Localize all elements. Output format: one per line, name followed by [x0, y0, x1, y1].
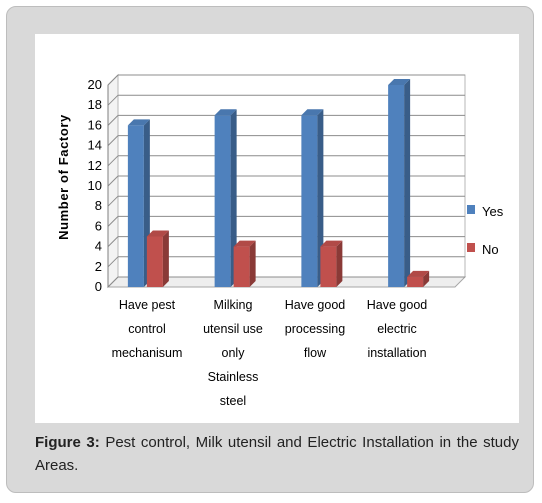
- x-category-label: Have good processing flow: [285, 298, 346, 360]
- x-category-label: Milking utensil use only Stainless steel: [203, 298, 263, 408]
- gridline-side: [107, 155, 119, 167]
- bar-top: [146, 230, 169, 237]
- bar-top: [320, 240, 343, 247]
- bar-front: [320, 246, 337, 287]
- gridline-side: [107, 115, 119, 126]
- legend-label-yes: Yes: [482, 204, 504, 219]
- bar-yes-4: [388, 79, 411, 287]
- bars: [127, 79, 430, 288]
- gridline-side: [107, 236, 119, 247]
- x-category-line: electric: [377, 322, 417, 336]
- bar-top: [127, 119, 150, 126]
- y-tick-label: 2: [95, 259, 102, 274]
- bar-no-2: [233, 240, 256, 287]
- figure-caption: Figure 3: Pest control, Milk utensil and…: [35, 431, 519, 477]
- y-tick-label: 16: [88, 117, 102, 132]
- bar-front: [301, 115, 318, 287]
- bar-front: [388, 85, 405, 287]
- bar-top: [407, 270, 430, 277]
- bar-side: [249, 240, 256, 287]
- bar-front: [127, 125, 144, 288]
- y-tick-label: 10: [88, 178, 102, 193]
- x-category-line: processing: [285, 322, 345, 336]
- gridline-side: [107, 195, 119, 207]
- x-category-line: Have good: [367, 298, 428, 312]
- y-tick-label: 12: [88, 158, 102, 173]
- x-category-line: only: [222, 346, 246, 360]
- caption-text: Pest control, Milk utensil and Electric …: [35, 434, 519, 474]
- bar-side: [404, 79, 411, 287]
- bar-top: [388, 79, 411, 85]
- gridline-side: [107, 74, 119, 86]
- y-axis-label: Number of Factory: [56, 114, 71, 240]
- bar-top: [301, 109, 324, 116]
- legend: Yes No: [467, 204, 504, 257]
- legend-label-no: No: [482, 242, 499, 257]
- bar-chart: 0 2 4 6 8 10 12 14 16 18 20 Have pest control mechan…: [56, 73, 504, 408]
- bar-front: [146, 236, 163, 287]
- gridline-side: [107, 94, 119, 106]
- bar-no-1: [146, 230, 169, 287]
- bar-side: [230, 109, 237, 287]
- y-axis-ticks: 0 2 4 6 8 10 12 14 16 18 20: [88, 77, 102, 294]
- x-category-line: control: [128, 322, 166, 336]
- bar-side: [162, 230, 169, 287]
- x-category-line: mechanisum: [112, 346, 183, 360]
- chart-panel: 0 2 4 6 8 10 12 14 16 18 20 Have pest control mechan…: [35, 34, 519, 423]
- legend-swatch-no: [467, 243, 475, 252]
- bar-side: [336, 240, 343, 287]
- bar-front: [214, 115, 231, 287]
- x-category-line: installation: [367, 346, 426, 360]
- figure-box: 0 2 4 6 8 10 12 14 16 18 20 Have pest control mechan…: [6, 6, 534, 493]
- caption-label: Figure 3:: [35, 434, 100, 451]
- gridline-side: [107, 216, 119, 227]
- bar-side: [317, 109, 324, 287]
- gridline-side: [107, 276, 119, 288]
- bar-top: [214, 109, 237, 116]
- bar-side: [423, 270, 430, 287]
- y-tick-label: 6: [95, 218, 102, 233]
- x-category-line: Stainless: [208, 370, 259, 384]
- gridline-side: [107, 256, 119, 268]
- y-tick-label: 4: [95, 239, 102, 254]
- gridline-side: [107, 135, 119, 146]
- y-tick-label: 20: [88, 77, 102, 92]
- y-tick-label: 8: [95, 198, 102, 213]
- bar-top: [233, 240, 256, 247]
- bar-yes-2: [214, 109, 237, 287]
- y-tick-label: 0: [95, 279, 102, 294]
- x-axis-categories: Have pest control mechanisum Milking utensil…: [112, 298, 428, 408]
- legend-swatch-yes: [467, 205, 475, 214]
- bar-front: [407, 276, 424, 287]
- x-category-label: Have good electric installation: [367, 298, 428, 360]
- x-category-line: Have good: [285, 298, 346, 312]
- x-category-label: Have pest control mechanisum: [112, 298, 183, 360]
- bar-yes-1: [127, 119, 150, 288]
- bar-no-3: [320, 240, 343, 287]
- y-tick-label: 14: [88, 138, 102, 153]
- x-category-line: flow: [304, 346, 327, 360]
- bar-yes-3: [301, 109, 324, 287]
- x-category-line: utensil use: [203, 322, 263, 336]
- x-category-line: Have pest: [119, 298, 176, 312]
- gridline-side: [107, 175, 119, 187]
- x-category-line: steel: [220, 394, 246, 408]
- bar-front: [233, 246, 250, 287]
- y-tick-label: 18: [88, 97, 102, 112]
- bar-no-4: [407, 270, 430, 287]
- x-category-line: Milking: [214, 298, 253, 312]
